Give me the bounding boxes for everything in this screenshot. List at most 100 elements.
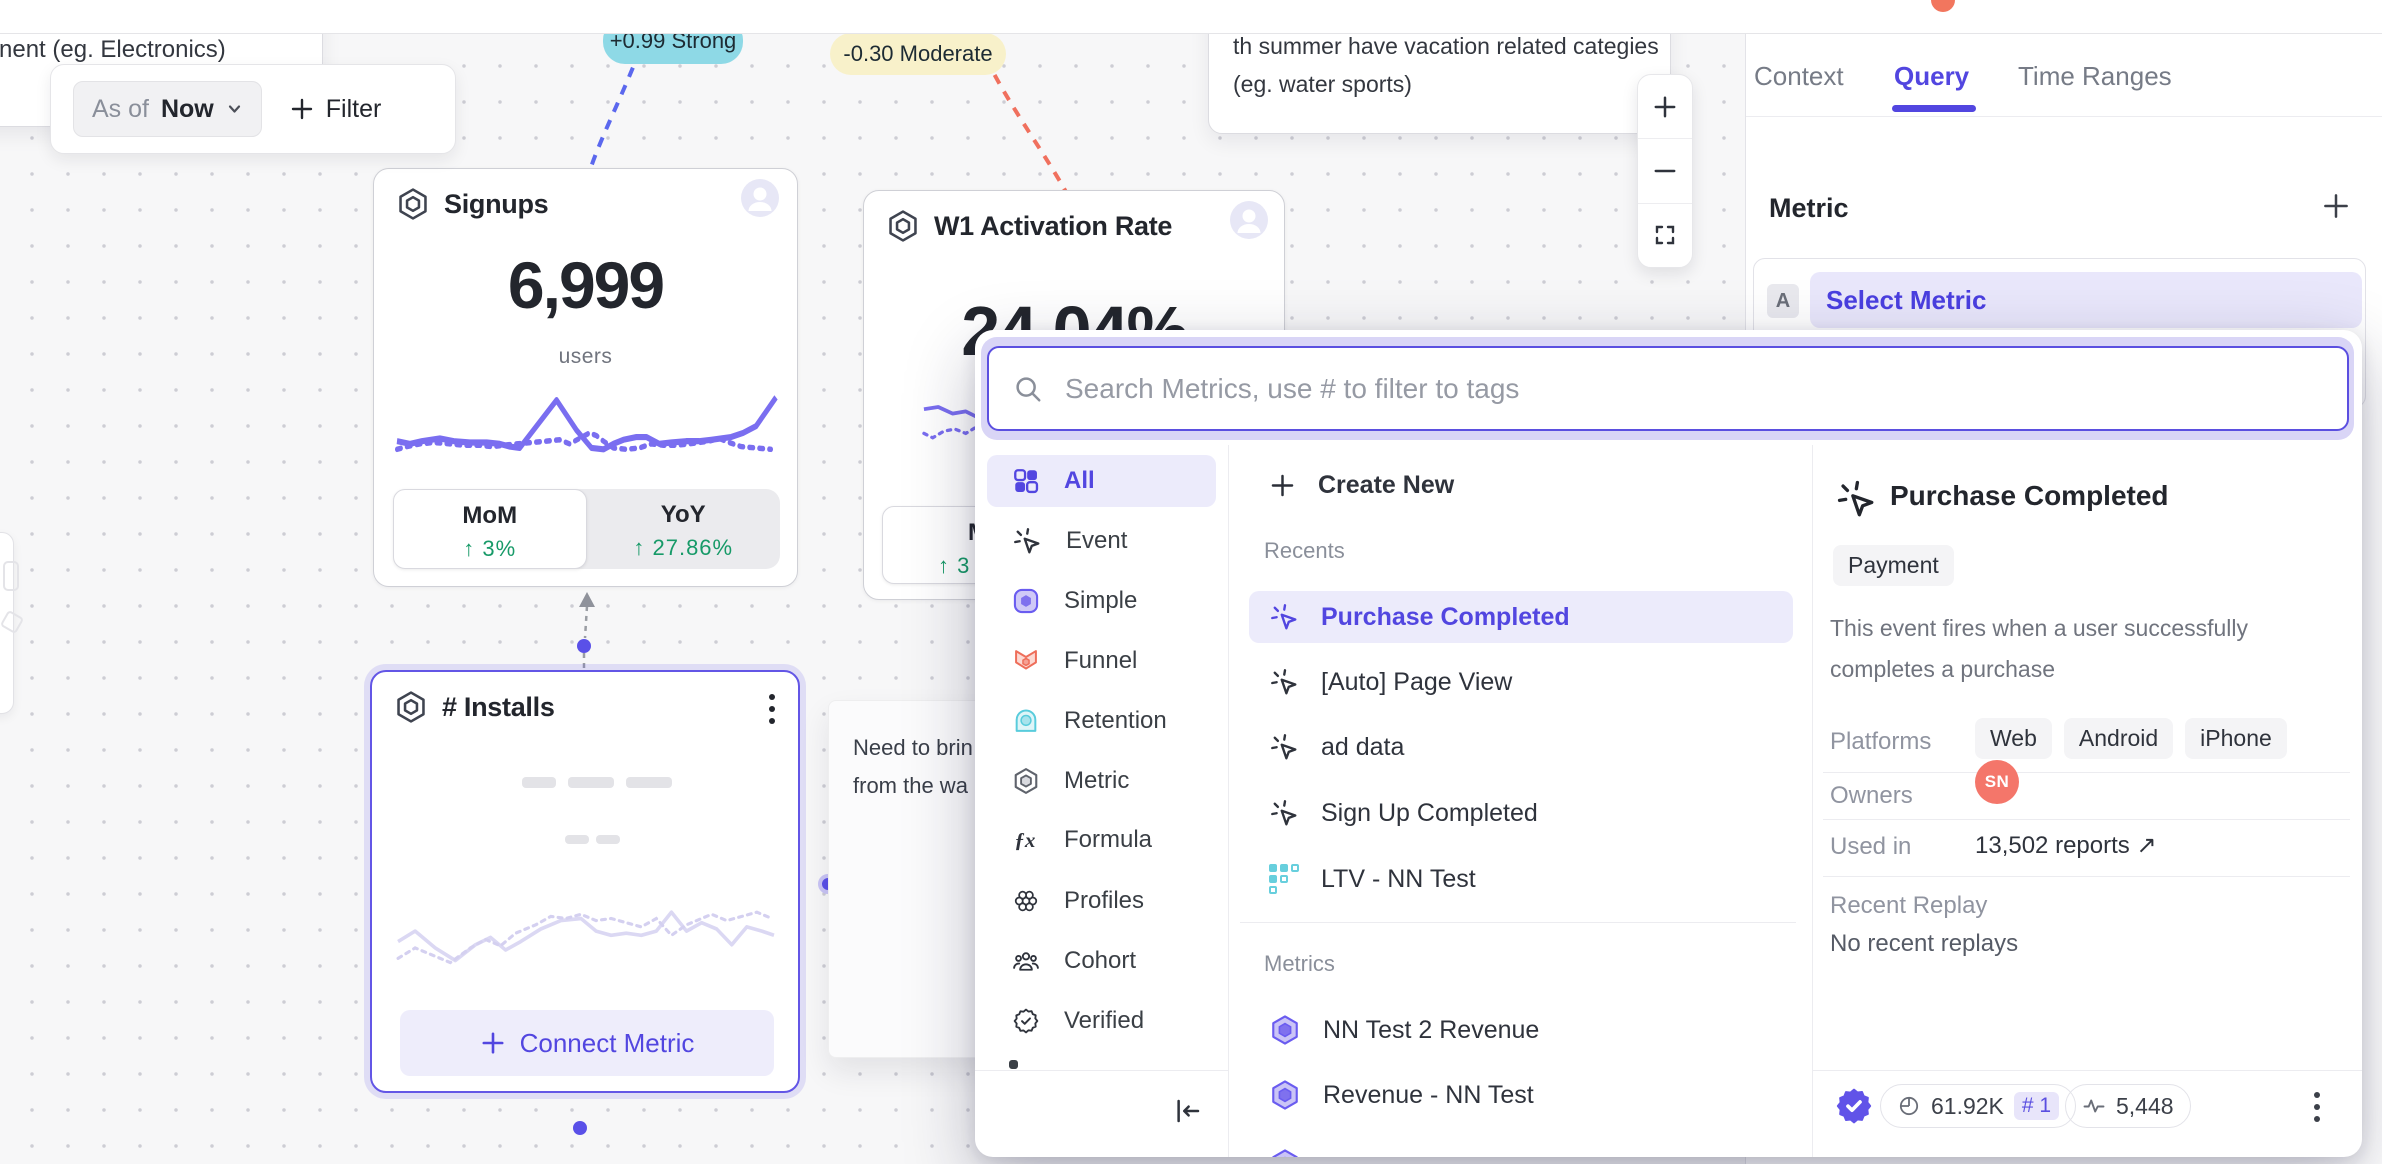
filter-label: Filter — [325, 94, 382, 123]
metric-item-revenue-nn-test[interactable]: Revenue - NN Test — [1249, 1069, 1793, 1121]
event-icon — [1837, 480, 1874, 517]
avatar — [741, 179, 779, 217]
used-in-link[interactable]: 13,502 reports ↗ — [1975, 832, 2157, 859]
recent-item-ltv-nn-test[interactable]: LTV - NN Test — [1249, 853, 1793, 905]
metric-card-signups[interactable]: Signups 6,999 users MoM ↑ 3% YoY ↑ 27.86… — [373, 168, 798, 587]
event-icon — [1271, 669, 1297, 695]
fit-to-screen-button[interactable] — [1638, 202, 1692, 267]
events-stat-pill[interactable]: 5,448 — [2065, 1084, 2191, 1128]
skeleton-bar — [565, 835, 589, 844]
skeleton-bar — [522, 777, 556, 788]
profiles-icon — [1014, 890, 1038, 912]
category-label: Funnel — [1064, 647, 1138, 674]
canvas-filter-toolbar: As of Now Filter — [50, 64, 456, 154]
platform-chip-web: Web — [1975, 718, 2052, 759]
verified-badge-icon — [1013, 1008, 1039, 1034]
pie-chart-icon — [1899, 1096, 1919, 1116]
category-cohort[interactable]: Cohort — [987, 935, 1216, 987]
correlation-badge-label: -0.30 Moderate — [843, 41, 993, 66]
category-profiles[interactable]: Profiles — [987, 875, 1216, 927]
kebab-menu-icon[interactable] — [2313, 1090, 2321, 1124]
add-filter-button[interactable]: Filter — [290, 94, 382, 124]
divider — [975, 1070, 1228, 1071]
mom-label: MoM — [462, 502, 518, 529]
tab-time-ranges[interactable]: Time Ranges — [2018, 61, 2172, 91]
connector-handle[interactable] — [573, 1121, 587, 1135]
metric-section-title: Metric — [1769, 193, 1849, 223]
yoy-segment[interactable]: YoY ↑ 27.86% — [587, 489, 781, 569]
as-of-dropdown[interactable]: As of Now — [73, 81, 262, 137]
platform-chip-android: Android — [2063, 718, 2174, 759]
category-all[interactable]: All — [987, 455, 1216, 507]
detail-title: Purchase Completed — [1890, 480, 2169, 511]
category-retention[interactable]: Retention — [987, 695, 1216, 747]
zoom-in-button[interactable] — [1638, 75, 1692, 138]
category-label: Retention — [1064, 707, 1167, 734]
category-label: All — [1064, 467, 1095, 494]
comparison-toggle: MoM ↑ 3% YoY ↑ 27.86% — [393, 489, 780, 569]
category-label: Metric — [1064, 767, 1130, 794]
select-metric-field[interactable]: Select Metric — [1810, 272, 2362, 328]
mom-change: ↑ 3% — [463, 536, 517, 561]
event-icon — [1271, 604, 1297, 630]
owner-avatar[interactable]: SN — [1975, 760, 2019, 804]
used-in-label: Used in — [1830, 833, 1912, 860]
ghost-sparkline — [396, 910, 775, 965]
note-text: nent (eg. Electronics) — [0, 36, 226, 63]
metric-hexagon-icon — [1014, 768, 1038, 794]
connect-metric-button[interactable]: Connect Metric — [400, 1010, 774, 1076]
search-icon — [1016, 376, 1041, 401]
recent-item-label: Sign Up Completed — [1321, 798, 1538, 827]
tab-query[interactable]: Query — [1894, 61, 1970, 91]
metric-item-clipped[interactable] — [1249, 1138, 1793, 1157]
recents-section-label: Recents — [1264, 538, 1345, 563]
detail-tag[interactable]: Payment — [1833, 545, 1954, 586]
formula-icon: ƒx — [1014, 828, 1035, 852]
gray-dashed-connector — [583, 605, 589, 639]
mom-segment[interactable]: MoM ↑ 3% — [393, 489, 587, 569]
correlation-badge-moderate[interactable]: -0.30 Moderate — [830, 33, 1006, 75]
recent-item-auto-page-view[interactable]: [Auto] Page View — [1249, 656, 1793, 708]
category-metric[interactable]: Metric — [987, 755, 1216, 807]
collapse-panel-icon[interactable] — [1173, 1096, 1203, 1126]
recent-item-label: [Auto] Page View — [1321, 667, 1513, 696]
volume-stat-pill[interactable]: 61.92K # 1 — [1880, 1084, 2077, 1128]
platforms-label: Platforms — [1830, 728, 1932, 755]
metric-item-nn-test-2-revenue[interactable]: NN Test 2 Revenue — [1249, 1004, 1793, 1056]
recent-item-purchase-completed[interactable]: Purchase Completed — [1249, 591, 1793, 643]
category-verified[interactable]: Verified — [987, 995, 1216, 1047]
metric-card-installs[interactable]: # Installs Connect Metric — [370, 670, 800, 1093]
recent-replay-label: Recent Replay — [1830, 892, 1988, 919]
metric-item-label: NN Test 2 Revenue — [1323, 1015, 1540, 1044]
recent-item-label: ad data — [1321, 732, 1405, 761]
minus-icon — [1654, 169, 1676, 173]
zoom-out-button[interactable] — [1638, 138, 1692, 202]
left-dock-clipped — [0, 532, 25, 714]
add-metric-button[interactable] — [2321, 191, 2351, 221]
search-input[interactable] — [1065, 372, 2323, 405]
simple-metric-icon — [1013, 588, 1039, 614]
category-simple[interactable]: Simple — [987, 575, 1216, 627]
category-formula[interactable]: ƒx Formula — [987, 814, 1216, 866]
card-title: # Installs — [442, 691, 555, 722]
ltv-metric-icon — [1269, 864, 1299, 894]
category-event[interactable]: Event — [987, 515, 1216, 567]
card-title: W1 Activation Rate — [934, 210, 1173, 241]
clipped-category-icon — [1009, 1060, 1018, 1069]
tab-context[interactable]: Context — [1754, 61, 1844, 91]
connector-handle[interactable] — [577, 639, 591, 653]
metrics-section-label: Metrics — [1264, 951, 1335, 976]
category-funnel[interactable]: Funnel — [987, 635, 1216, 687]
card-title: Signups — [444, 188, 549, 219]
metric-hexagon-icon — [1272, 1149, 1298, 1157]
recent-item-sign-up-completed[interactable]: Sign Up Completed — [1249, 787, 1793, 839]
create-new-button[interactable]: Create New — [1249, 459, 1793, 511]
recent-item-ad-data[interactable]: ad data — [1249, 721, 1793, 773]
kebab-menu-icon[interactable] — [768, 692, 776, 726]
owner-initials: SN — [1984, 772, 2010, 791]
owners-label: Owners — [1830, 782, 1913, 809]
event-icon — [1271, 800, 1297, 826]
divider — [1812, 445, 1813, 1157]
metric-item-label: Revenue - NN Test — [1323, 1080, 1534, 1109]
